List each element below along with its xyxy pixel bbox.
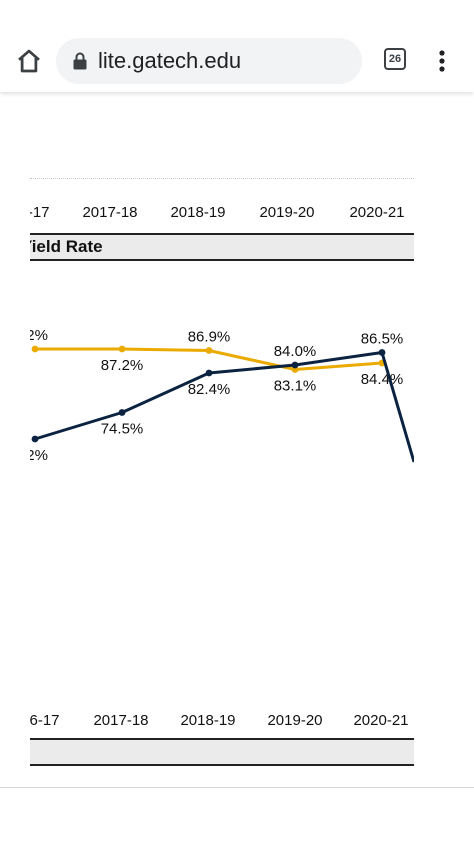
chart-svg: .2% 87.2% 86.9% 83.1% 84.4% .2% 74.5% 82.4% 84.0… [30,327,414,464]
data-label: 86.5% [361,331,404,348]
data-label: 84.4% [361,371,404,388]
year-label: 2016-17 [30,204,50,221]
year-label: 2018-19 [180,712,236,729]
year-label: 2016-17 [30,712,60,729]
year-label: 2018-19 [170,204,226,221]
more-vert-icon[interactable] [432,46,452,76]
year-label: 2019-20 [259,204,315,221]
data-label: 74.5% [101,421,144,438]
year-label: 2017-18 [82,204,138,221]
divider [30,178,414,179]
address-bar[interactable]: lite.gatech.edu [56,38,362,84]
yield-rate-chart: .2% 87.2% 86.9% 83.1% 84.4% .2% 74.5% 82.4% 84.0… [30,290,414,490]
data-point [31,435,39,443]
home-icon[interactable] [14,46,44,76]
data-label: 86.9% [188,329,231,346]
page-content: 2016-17 2017-18 2018-19 2019-20 2020-21 … [0,92,474,842]
data-label: .2% [30,447,48,464]
section-header-bottom [30,738,414,766]
data-label: 82.4% [188,381,231,398]
data-point [31,345,39,353]
data-point [291,361,299,369]
year-label: 2019-20 [267,712,323,729]
section-title: Yield Rate [30,237,103,256]
data-point [118,345,126,353]
tab-switcher-button[interactable]: 26 [384,48,406,70]
year-header-top: 2016-17 2017-18 2018-19 2019-20 2020-21 [30,204,414,228]
year-label: 2020-21 [353,712,409,729]
lock-icon [73,52,87,70]
data-label: 87.2% [101,357,144,374]
data-point [205,369,213,377]
data-point [205,347,213,354]
data-point [378,349,386,356]
series-line [34,351,414,463]
year-label: 2017-18 [93,712,149,729]
year-label: 2020-21 [349,204,405,221]
url-text: lite.gatech.edu [98,48,242,73]
data-label: 83.1% [274,378,317,395]
data-label: .2% [30,327,48,344]
divider [0,787,474,788]
data-label: 84.0% [274,343,317,360]
section-header: Yield Rate [30,233,414,261]
browser-toolbar: lite.gatech.edu 26 [0,0,474,92]
data-point [118,409,126,416]
year-header-bottom: 2016-17 2017-18 2018-19 2019-20 2020-21 [30,712,414,736]
tab-count: 26 [388,53,402,65]
